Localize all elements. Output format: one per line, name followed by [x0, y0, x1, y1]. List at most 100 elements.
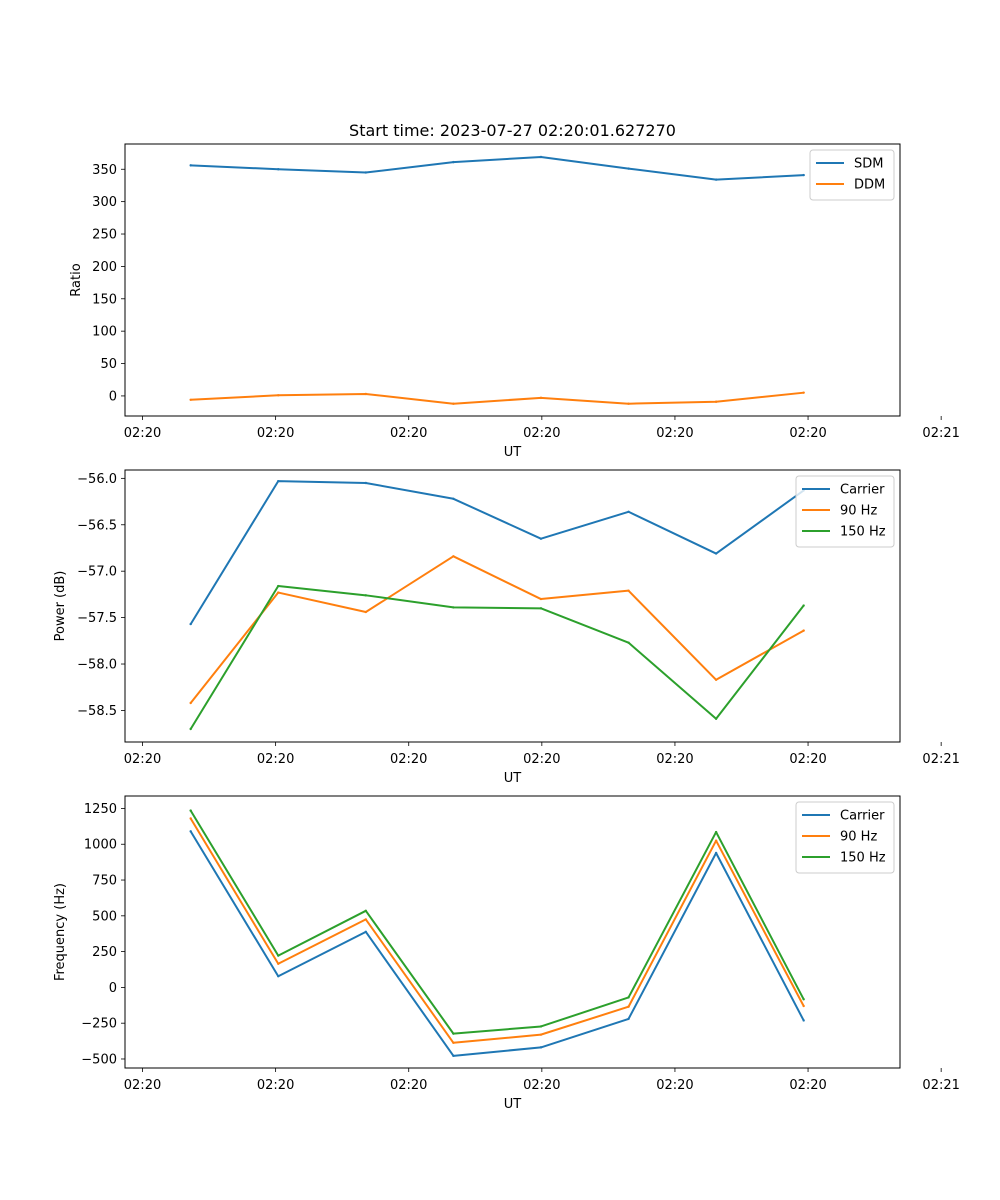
frequency-data-point: [714, 851, 718, 855]
ratio-data-point: [539, 396, 543, 400]
ratio-xtick-label: 02:20: [523, 426, 560, 441]
power-data-point: [802, 604, 805, 607]
frequency-ytick-label: 1250: [84, 802, 117, 817]
frequency-ytick-label: 0: [109, 981, 117, 996]
ratio-data-point: [714, 178, 718, 181]
frequency-data-point: [452, 1032, 455, 1035]
ratio-axes-frame: [124, 143, 901, 417]
frequency-legend-box: [795, 801, 895, 874]
power-data-point: [364, 610, 368, 614]
frequency-ytick-label: −250: [81, 1017, 117, 1032]
power-xtick-label: 02:21: [922, 752, 959, 767]
frequency-data-point: [802, 1004, 805, 1008]
frequency-data-point: [452, 1054, 455, 1058]
power-legend-label: 150 Hz: [840, 525, 886, 540]
power-legend-box: [795, 475, 895, 548]
power-ytick-label: −57.0: [77, 565, 117, 580]
frequency-data-point: [714, 839, 718, 842]
ratio-xtick-label: 02:20: [390, 426, 427, 441]
power-data-point: [364, 594, 368, 597]
ratio-series-line-sdm: [190, 155, 804, 181]
ratio-data-point: [802, 391, 805, 394]
power-data-point: [277, 591, 280, 594]
power-legend-label: 90 Hz: [840, 504, 877, 519]
power-data-point: [189, 727, 192, 731]
frequency-legend-label: 150 Hz: [840, 851, 886, 866]
ratio-series-line-ddm: [190, 391, 804, 405]
frequency-xtick-label: 02:20: [124, 1078, 161, 1093]
ratio-ytick-label: 150: [92, 292, 117, 307]
frequency-data-point: [452, 1041, 455, 1045]
frequency-series-line-90-hz: [189, 817, 805, 1044]
power-data-point: [539, 597, 543, 601]
ratio-ytick-label: 300: [92, 195, 117, 210]
power-axes-frame: [124, 469, 901, 743]
frequency-data-point: [189, 830, 192, 833]
power-xtick-label: 02:20: [789, 752, 826, 767]
ratio-data-point: [364, 392, 368, 396]
frequency-ytick-label: 250: [92, 945, 117, 960]
frequency-data-point: [802, 998, 805, 1001]
power-ytick-label: −58.0: [77, 658, 117, 673]
ratio-data-point: [277, 168, 280, 171]
power-xtick-label: 02:20: [656, 752, 693, 767]
power-ytick-label: −56.5: [77, 518, 117, 533]
frequency-xtick-label: 02:20: [257, 1078, 294, 1093]
ratio-xlabel: UT: [504, 445, 522, 460]
frequency-legend-label: Carrier: [840, 809, 885, 824]
ratio-legend: SDM DDM: [809, 149, 895, 201]
ratio-panel: 02:20 02:20 02:20 02:20 02:20 02:20 02:21 0 50 10…: [69, 143, 960, 460]
ratio-ytick-label: 350: [92, 163, 117, 178]
power-data-point: [277, 584, 280, 588]
ratio-data-point: [539, 155, 543, 159]
power-data-point: [189, 622, 192, 626]
ratio-legend-label: DDM: [854, 178, 885, 193]
frequency-ytick-label: 1000: [84, 838, 117, 853]
ratio-data-point: [802, 173, 805, 177]
ratio-data-point: [277, 394, 280, 397]
ratio-ytick-label: 50: [100, 357, 117, 372]
ratio-xtick-label: 02:20: [124, 426, 161, 441]
power-data-point: [627, 510, 630, 513]
ratio-ytick-label: 250: [92, 228, 117, 243]
frequency-axes-frame: [124, 795, 901, 1069]
power-data-point: [364, 481, 368, 485]
frequency-data-point: [802, 1019, 805, 1022]
power-data-point: [452, 555, 455, 558]
frequency-data-point: [539, 1033, 543, 1036]
power-xtick-label: 02:20: [523, 752, 560, 767]
frequency-data-point: [627, 1017, 630, 1021]
ratio-ylabel: Ratio: [69, 263, 84, 296]
figure-title: Start time: 2023-07-27 02:20:01.627270: [349, 121, 676, 140]
frequency-series-line-carrier: [189, 830, 805, 1057]
power-data-point: [714, 552, 718, 555]
power-data-point: [539, 607, 543, 610]
frequency-data-point: [539, 1046, 543, 1049]
power-series-line-carrier: [189, 480, 805, 625]
ratio-data-point: [452, 160, 455, 164]
frequency-data-point: [714, 830, 718, 834]
power-xtick-label: 02:20: [257, 752, 294, 767]
power-legend-label: Carrier: [840, 483, 885, 498]
frequency-data-point: [627, 996, 630, 999]
frequency-xtick-label: 02:21: [922, 1078, 959, 1093]
power-data-point: [714, 717, 718, 720]
power-data-point: [714, 678, 718, 682]
power-ytick-label: −56.0: [77, 472, 117, 487]
frequency-data-point: [364, 909, 368, 913]
power-data-point: [627, 589, 630, 592]
frequency-xtick-label: 02:20: [390, 1078, 427, 1093]
power-panel: 02:20 02:20 02:20 02:20 02:20 02:20 02:21 −58.5…: [53, 469, 960, 786]
power-ylabel: Power (dB): [53, 571, 68, 642]
ratio-data-point: [364, 171, 368, 174]
ratio-ytick-label: 0: [109, 389, 117, 404]
power-data-point: [452, 497, 455, 500]
frequency-xlabel: UT: [504, 1097, 522, 1112]
power-data-point: [277, 479, 280, 483]
power-data-point: [189, 701, 192, 705]
ratio-data-point: [189, 164, 192, 167]
frequency-data-point: [627, 1005, 630, 1008]
frequency-ytick-label: 500: [92, 909, 117, 924]
frequency-data-point: [189, 809, 192, 812]
